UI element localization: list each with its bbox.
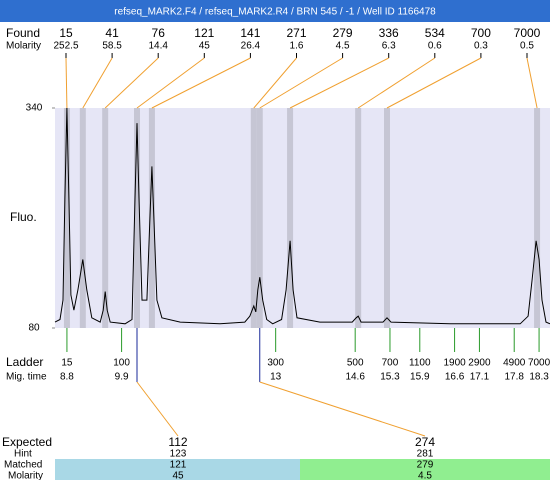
- found-molarity: 26.4: [241, 41, 261, 52]
- ladder-size: 700: [382, 358, 399, 369]
- hint-size: 281: [417, 449, 434, 460]
- matched-size: 121: [170, 460, 187, 471]
- matched-cell: [55, 459, 300, 480]
- match-leader: [136, 381, 179, 437]
- leader-line: [386, 57, 482, 109]
- ladder-time: 15.9: [410, 372, 430, 383]
- found-size: 15: [59, 26, 73, 40]
- found-molarity: 1.6: [290, 41, 304, 52]
- peak-band: [148, 108, 155, 328]
- ladder-time: 15.3: [380, 372, 400, 383]
- matched-size: 279: [417, 460, 434, 471]
- matched-label: Matched: [4, 460, 42, 471]
- expected-size: 112: [168, 435, 187, 449]
- y-axis-label: Fluo.: [10, 210, 37, 224]
- leader-line: [136, 57, 205, 109]
- found-molarity: 4.5: [336, 41, 350, 52]
- leader-line: [82, 57, 113, 109]
- expected-label: Expected: [2, 435, 52, 449]
- found-label: Found: [6, 26, 40, 40]
- ladder-time: 8.8: [60, 372, 74, 383]
- ladder-size: 500: [347, 358, 364, 369]
- peak-band: [79, 108, 86, 328]
- peak-band: [256, 108, 263, 328]
- found-size: 76: [152, 26, 166, 40]
- ladder-size: 100: [113, 358, 130, 369]
- peak-band: [250, 108, 257, 328]
- leader-line: [65, 57, 68, 109]
- matched-molarity: 45: [172, 471, 184, 480]
- peak-band: [355, 108, 362, 328]
- leader-line: [357, 57, 436, 109]
- found-size: 141: [240, 26, 260, 40]
- matched-molarity: 4.5: [418, 471, 432, 480]
- found-size: 7000: [514, 26, 541, 40]
- found-size: 121: [194, 26, 214, 40]
- leader-line: [151, 57, 251, 109]
- peak-band: [102, 108, 109, 328]
- found-size: 279: [333, 26, 353, 40]
- header-bar: [0, 0, 550, 22]
- peak-band: [63, 108, 70, 328]
- ladder-time: 13: [270, 372, 282, 383]
- ladder-size: 7000: [528, 358, 550, 369]
- header-title: refseq_MARK2.F4 / refseq_MARK2.R4 / BRN …: [114, 7, 436, 18]
- leader-line: [259, 57, 343, 109]
- found-molarity: 0.6: [428, 41, 442, 52]
- peak-band: [534, 108, 541, 328]
- plot-area: [55, 108, 550, 328]
- ladder-time: 9.9: [115, 372, 129, 383]
- ladder-label: Ladder: [6, 355, 43, 369]
- y-tick-label: 340: [26, 103, 43, 114]
- molarity-label: Molarity: [6, 41, 41, 52]
- match-leader: [259, 381, 426, 437]
- found-size: 534: [425, 26, 445, 40]
- y-tick-label: 80: [28, 323, 40, 334]
- matched-cell: [300, 459, 550, 480]
- ladder-time: 18.3: [529, 372, 549, 383]
- found-molarity: 14.4: [148, 41, 168, 52]
- found-molarity: 58.5: [102, 41, 122, 52]
- found-size: 700: [471, 26, 491, 40]
- found-molarity: 0.3: [474, 41, 488, 52]
- found-size: 336: [379, 26, 399, 40]
- peak-band: [287, 108, 294, 328]
- molarity-label: Molarity: [8, 471, 43, 480]
- ladder-time: 14.6: [345, 372, 365, 383]
- ladder-size: 15: [61, 358, 73, 369]
- expected-size: 274: [415, 435, 435, 449]
- ladder-time: 17.1: [470, 372, 490, 383]
- ladder-size: 300: [267, 358, 284, 369]
- ladder-size: 2900: [468, 358, 491, 369]
- found-molarity: 252.5: [53, 41, 78, 52]
- peak-band: [383, 108, 390, 328]
- leader-line: [104, 57, 159, 109]
- leader-line: [526, 57, 538, 109]
- trace: [54, 107, 550, 325]
- ladder-size: 4900: [503, 358, 526, 369]
- ladder-time: 16.6: [445, 372, 465, 383]
- found-molarity: 6.3: [382, 41, 396, 52]
- found-molarity: 45: [199, 41, 211, 52]
- hint-label: Hint: [14, 449, 32, 460]
- leader-line: [253, 57, 297, 109]
- found-molarity: 0.5: [520, 41, 534, 52]
- found-size: 271: [286, 26, 306, 40]
- mig-time-label: Mig. time: [6, 372, 47, 383]
- hint-size: 123: [170, 449, 187, 460]
- ladder-time: 17.8: [504, 372, 524, 383]
- peak-band: [134, 108, 141, 328]
- ladder-size: 1900: [443, 358, 466, 369]
- found-size: 41: [105, 26, 119, 40]
- leader-line: [289, 57, 389, 109]
- ladder-size: 1100: [409, 358, 431, 369]
